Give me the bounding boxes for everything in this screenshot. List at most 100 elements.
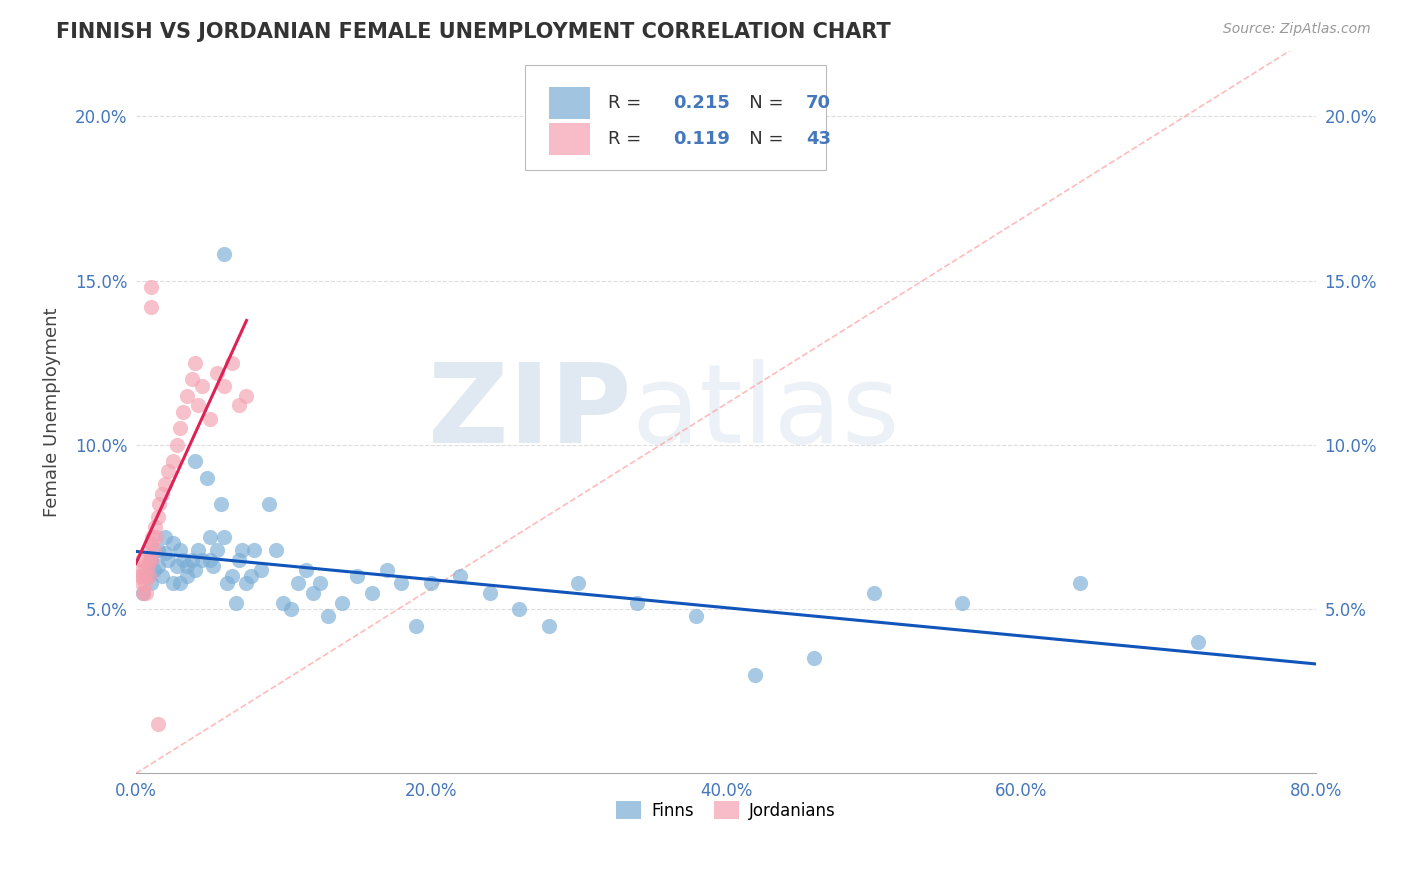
Point: [162, 536, 184, 550]
Point: [152, 487, 174, 501]
Point: [138, 553, 160, 567]
Point: [214, 530, 236, 544]
Point: [184, 563, 207, 577]
Point: [302, 586, 325, 600]
Point: [626, 596, 648, 610]
Point: [132, 586, 155, 600]
Point: [180, 372, 202, 386]
Point: [131, 553, 153, 567]
FancyBboxPatch shape: [526, 65, 827, 170]
Point: [139, 553, 162, 567]
Point: [221, 356, 243, 370]
Point: [172, 405, 194, 419]
Point: [172, 553, 194, 567]
Point: [950, 596, 973, 610]
Point: [131, 575, 153, 590]
Point: [198, 530, 221, 544]
Text: N =: N =: [733, 130, 789, 148]
Point: [166, 559, 188, 574]
Point: [162, 454, 184, 468]
Point: [209, 497, 232, 511]
Point: [152, 569, 174, 583]
Point: [361, 586, 384, 600]
Text: ZIP: ZIP: [429, 359, 631, 466]
Point: [744, 668, 766, 682]
Point: [155, 530, 177, 544]
Point: [309, 575, 332, 590]
Text: Source: ZipAtlas.com: Source: ZipAtlas.com: [1223, 22, 1371, 37]
Point: [214, 247, 236, 261]
Point: [205, 543, 228, 558]
Point: [157, 464, 180, 478]
Point: [346, 569, 368, 583]
Point: [136, 543, 159, 558]
Text: 0.119: 0.119: [673, 130, 730, 148]
Point: [205, 366, 228, 380]
Point: [155, 546, 177, 560]
Point: [243, 543, 266, 558]
Point: [250, 563, 273, 577]
Point: [862, 586, 884, 600]
Point: [217, 575, 239, 590]
Point: [155, 477, 177, 491]
Point: [135, 569, 157, 583]
Point: [134, 575, 156, 590]
Point: [146, 510, 169, 524]
Point: [228, 399, 250, 413]
FancyBboxPatch shape: [548, 87, 591, 120]
Point: [176, 569, 198, 583]
Text: atlas: atlas: [631, 359, 900, 466]
Point: [146, 543, 169, 558]
Point: [176, 559, 198, 574]
FancyBboxPatch shape: [548, 123, 591, 155]
Point: [138, 569, 160, 583]
Point: [148, 497, 170, 511]
Point: [143, 520, 166, 534]
Point: [1187, 635, 1209, 649]
Point: [132, 586, 155, 600]
Y-axis label: Female Unemployment: Female Unemployment: [44, 308, 60, 516]
Point: [139, 536, 162, 550]
Point: [162, 575, 184, 590]
Point: [198, 553, 221, 567]
Point: [135, 586, 157, 600]
Point: [332, 596, 354, 610]
Point: [375, 563, 398, 577]
Point: [389, 575, 412, 590]
Point: [685, 608, 707, 623]
Point: [508, 602, 530, 616]
Point: [235, 389, 257, 403]
Point: [146, 717, 169, 731]
Point: [257, 497, 280, 511]
Point: [239, 569, 262, 583]
Point: [294, 563, 316, 577]
Text: 70: 70: [806, 94, 831, 112]
Point: [264, 543, 287, 558]
Point: [537, 618, 560, 632]
Point: [139, 575, 162, 590]
Point: [1069, 575, 1091, 590]
Point: [184, 454, 207, 468]
Point: [405, 618, 427, 632]
Point: [142, 543, 165, 558]
Point: [191, 553, 214, 567]
Point: [132, 569, 155, 583]
Text: FINNISH VS JORDANIAN FEMALE UNEMPLOYMENT CORRELATION CHART: FINNISH VS JORDANIAN FEMALE UNEMPLOYMENT…: [56, 22, 891, 42]
Point: [145, 530, 167, 544]
Point: [142, 563, 165, 577]
Point: [136, 559, 159, 574]
Legend: Finns, Jordanians: Finns, Jordanians: [610, 795, 842, 827]
Point: [157, 553, 180, 567]
Point: [316, 608, 339, 623]
Point: [225, 596, 247, 610]
Point: [134, 559, 156, 574]
Point: [191, 378, 214, 392]
Point: [180, 553, 202, 567]
Point: [169, 543, 191, 558]
Point: [201, 559, 224, 574]
Point: [231, 543, 253, 558]
Point: [184, 356, 207, 370]
Text: N =: N =: [733, 94, 789, 112]
Point: [176, 389, 198, 403]
Point: [141, 530, 163, 544]
